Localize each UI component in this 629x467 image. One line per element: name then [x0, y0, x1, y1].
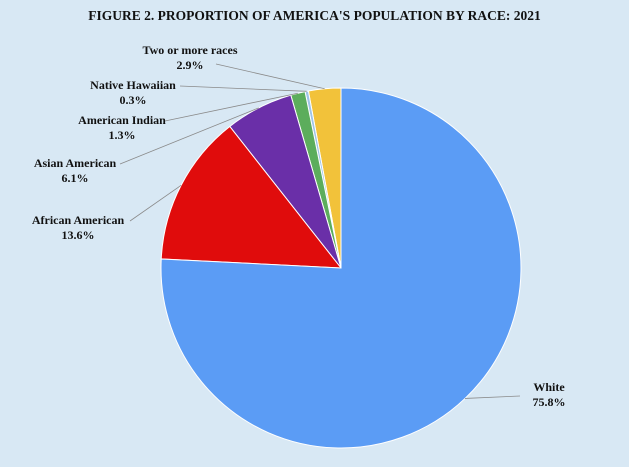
slice-label: Two or more races	[143, 43, 238, 57]
slice-value-label: 0.3%	[120, 93, 147, 107]
slice-value-label: 2.9%	[177, 58, 204, 72]
leader-line	[215, 63, 325, 90]
slice-label: Native Hawaiian	[90, 78, 176, 92]
slice-value-label: 13.6%	[62, 228, 95, 242]
slice-label: African American	[32, 213, 125, 227]
slice-value-label: 6.1%	[62, 171, 89, 185]
slice-label: American Indian	[78, 113, 166, 127]
slice-label: Asian American	[34, 156, 117, 170]
chart-title: FIGURE 2. PROPORTION OF AMERICA'S POPULA…	[88, 8, 541, 23]
leader-line	[179, 85, 307, 92]
leader-line	[119, 107, 259, 165]
leader-line	[129, 184, 182, 222]
leader-line	[465, 395, 521, 399]
slice-value-label: 1.3%	[109, 128, 136, 142]
pie-slice-white	[160, 87, 522, 449]
slice-label: White	[533, 380, 565, 394]
leader-line	[164, 92, 298, 122]
slice-value-label: 75.8%	[533, 395, 566, 409]
